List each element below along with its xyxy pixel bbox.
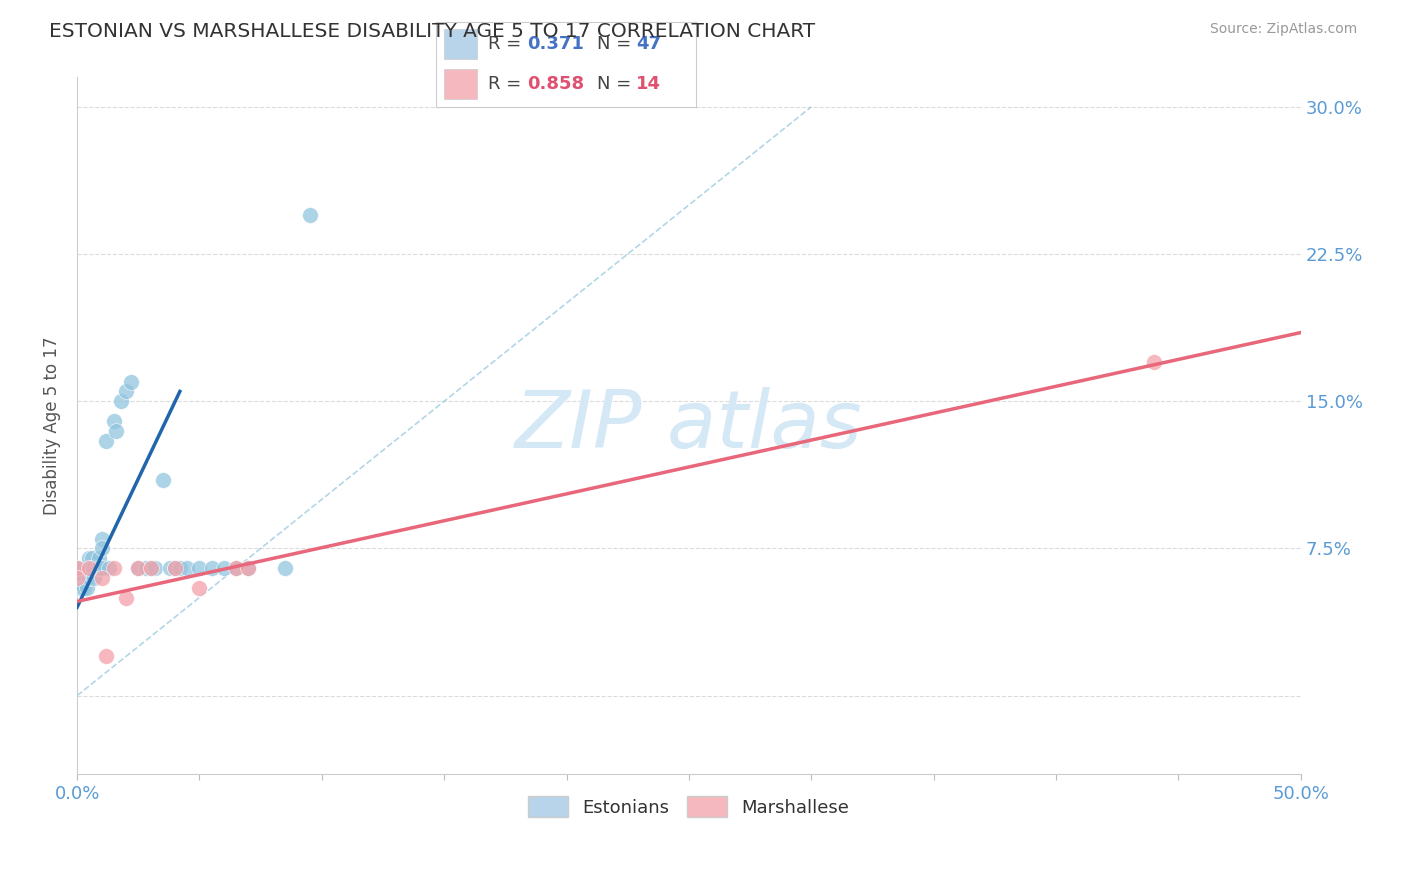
Point (139, 561, 162, 575)
Point (1143, 355, 1166, 369)
Point (83, 571, 105, 585)
Text: 14: 14 (636, 75, 661, 93)
Point (159, 561, 181, 575)
Point (298, 208, 321, 222)
Text: N =: N = (598, 35, 637, 53)
Text: R =: R = (488, 35, 527, 53)
Point (103, 561, 125, 575)
Point (90, 532, 112, 546)
Point (87, 551, 110, 566)
Text: 47: 47 (636, 35, 661, 53)
Point (225, 561, 247, 575)
Point (212, 561, 235, 575)
Text: N =: N = (598, 75, 637, 93)
Point (97, 561, 120, 575)
Point (145, 561, 167, 575)
Point (238, 561, 260, 575)
Point (225, 561, 247, 575)
Point (127, 561, 149, 575)
Y-axis label: Disability Age 5 to 17: Disability Age 5 to 17 (44, 336, 60, 515)
Point (90, 561, 112, 575)
Point (70, 581, 93, 595)
Point (66, 561, 89, 575)
Point (69, 581, 91, 595)
Point (90, 541, 112, 556)
Point (110, 394, 132, 409)
Point (73, 561, 96, 575)
Point (103, 414, 125, 428)
Point (135, 561, 157, 575)
Point (70, 571, 93, 585)
Point (188, 581, 211, 595)
Text: ESTONIAN VS MARSHALLESE DISABILITY AGE 5 TO 17 CORRELATION CHART: ESTONIAN VS MARSHALLESE DISABILITY AGE 5… (49, 22, 815, 41)
Point (66, 571, 89, 585)
Text: Source: ZipAtlas.com: Source: ZipAtlas.com (1209, 22, 1357, 37)
Point (105, 424, 128, 438)
Point (86, 561, 108, 575)
Point (163, 561, 186, 575)
Point (66, 561, 89, 575)
Point (201, 561, 224, 575)
Point (76, 561, 98, 575)
Point (274, 561, 297, 575)
Point (127, 561, 149, 575)
Point (96, 434, 118, 448)
Text: R =: R = (488, 75, 527, 93)
Point (120, 375, 142, 389)
Point (80, 561, 103, 575)
FancyBboxPatch shape (444, 69, 478, 99)
Text: 0.858: 0.858 (527, 75, 583, 93)
Point (73, 581, 96, 595)
Point (83, 561, 105, 575)
Legend: Estonians, Marshallese: Estonians, Marshallese (522, 789, 856, 824)
Point (66, 581, 89, 595)
Point (238, 561, 260, 575)
Point (79, 561, 101, 575)
Point (139, 561, 162, 575)
Point (115, 591, 138, 605)
FancyBboxPatch shape (444, 29, 478, 59)
Point (163, 561, 186, 575)
Point (80, 551, 103, 566)
Point (188, 561, 211, 575)
Point (66, 571, 89, 585)
Point (79, 571, 101, 585)
Point (169, 561, 191, 575)
Point (115, 384, 138, 399)
Point (176, 561, 198, 575)
Point (90, 571, 112, 585)
Text: ZIP atlas: ZIP atlas (515, 387, 863, 465)
Point (79, 551, 101, 566)
Point (79, 561, 101, 575)
Point (96, 649, 118, 664)
Point (87, 561, 110, 575)
Point (76, 581, 98, 595)
Point (152, 473, 174, 487)
Text: 0.371: 0.371 (527, 35, 583, 53)
Point (69, 561, 91, 575)
